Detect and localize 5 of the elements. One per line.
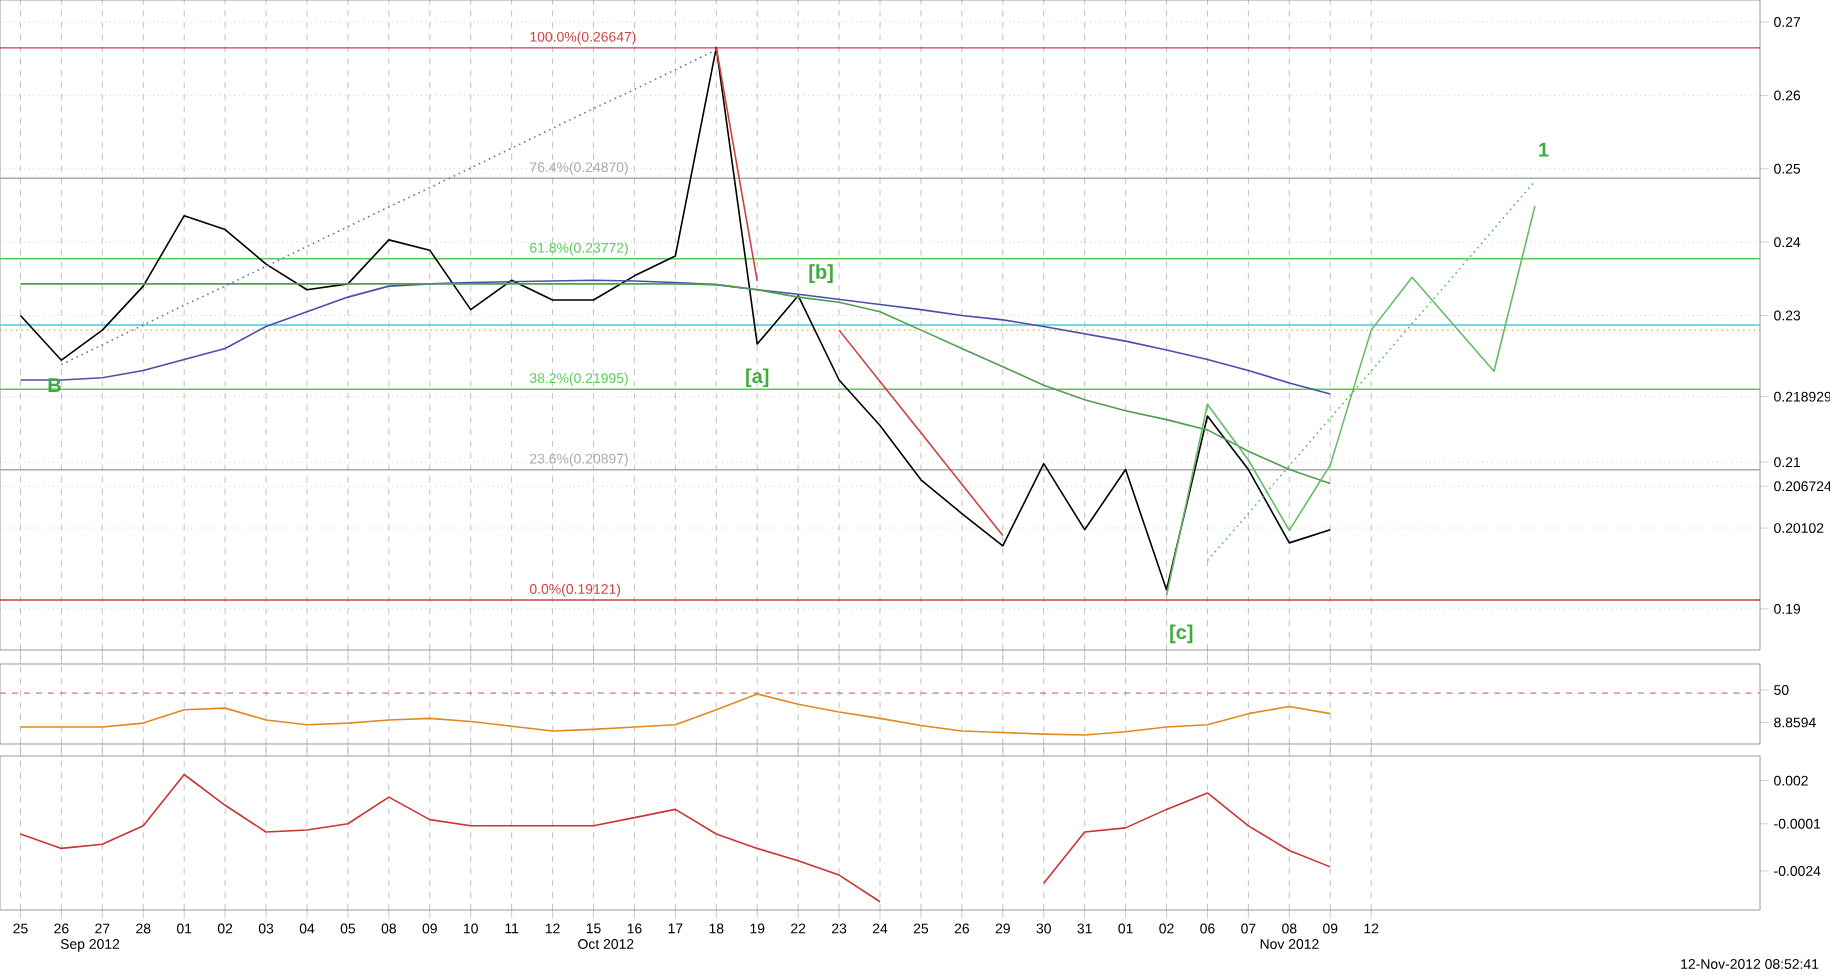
annotation: B — [48, 378, 61, 392]
annotation: [c] — [1170, 624, 1193, 644]
annotation: [a] — [746, 368, 769, 388]
annotation: 1 — [1539, 142, 1549, 157]
annotation: [b] — [809, 264, 833, 283]
